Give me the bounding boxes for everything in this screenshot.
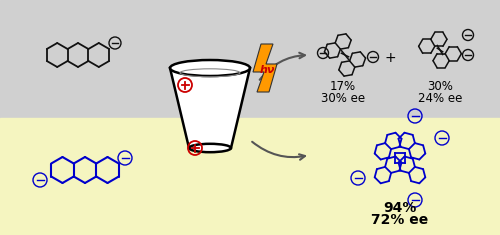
Ellipse shape	[170, 60, 250, 76]
Bar	[0, 0, 500, 118]
Polygon shape	[253, 44, 277, 92]
Text: hν: hν	[259, 65, 275, 75]
Text: 24% ee: 24% ee	[418, 91, 462, 105]
Text: 94%: 94%	[384, 201, 416, 215]
Text: 30%: 30%	[427, 81, 453, 94]
Text: +: +	[384, 51, 396, 65]
Polygon shape	[170, 68, 250, 148]
Text: 72% ee: 72% ee	[372, 213, 428, 227]
Bar	[0, 118, 500, 235]
Text: 17%: 17%	[330, 81, 356, 94]
Text: 30% ee: 30% ee	[321, 91, 365, 105]
Ellipse shape	[189, 144, 231, 152]
